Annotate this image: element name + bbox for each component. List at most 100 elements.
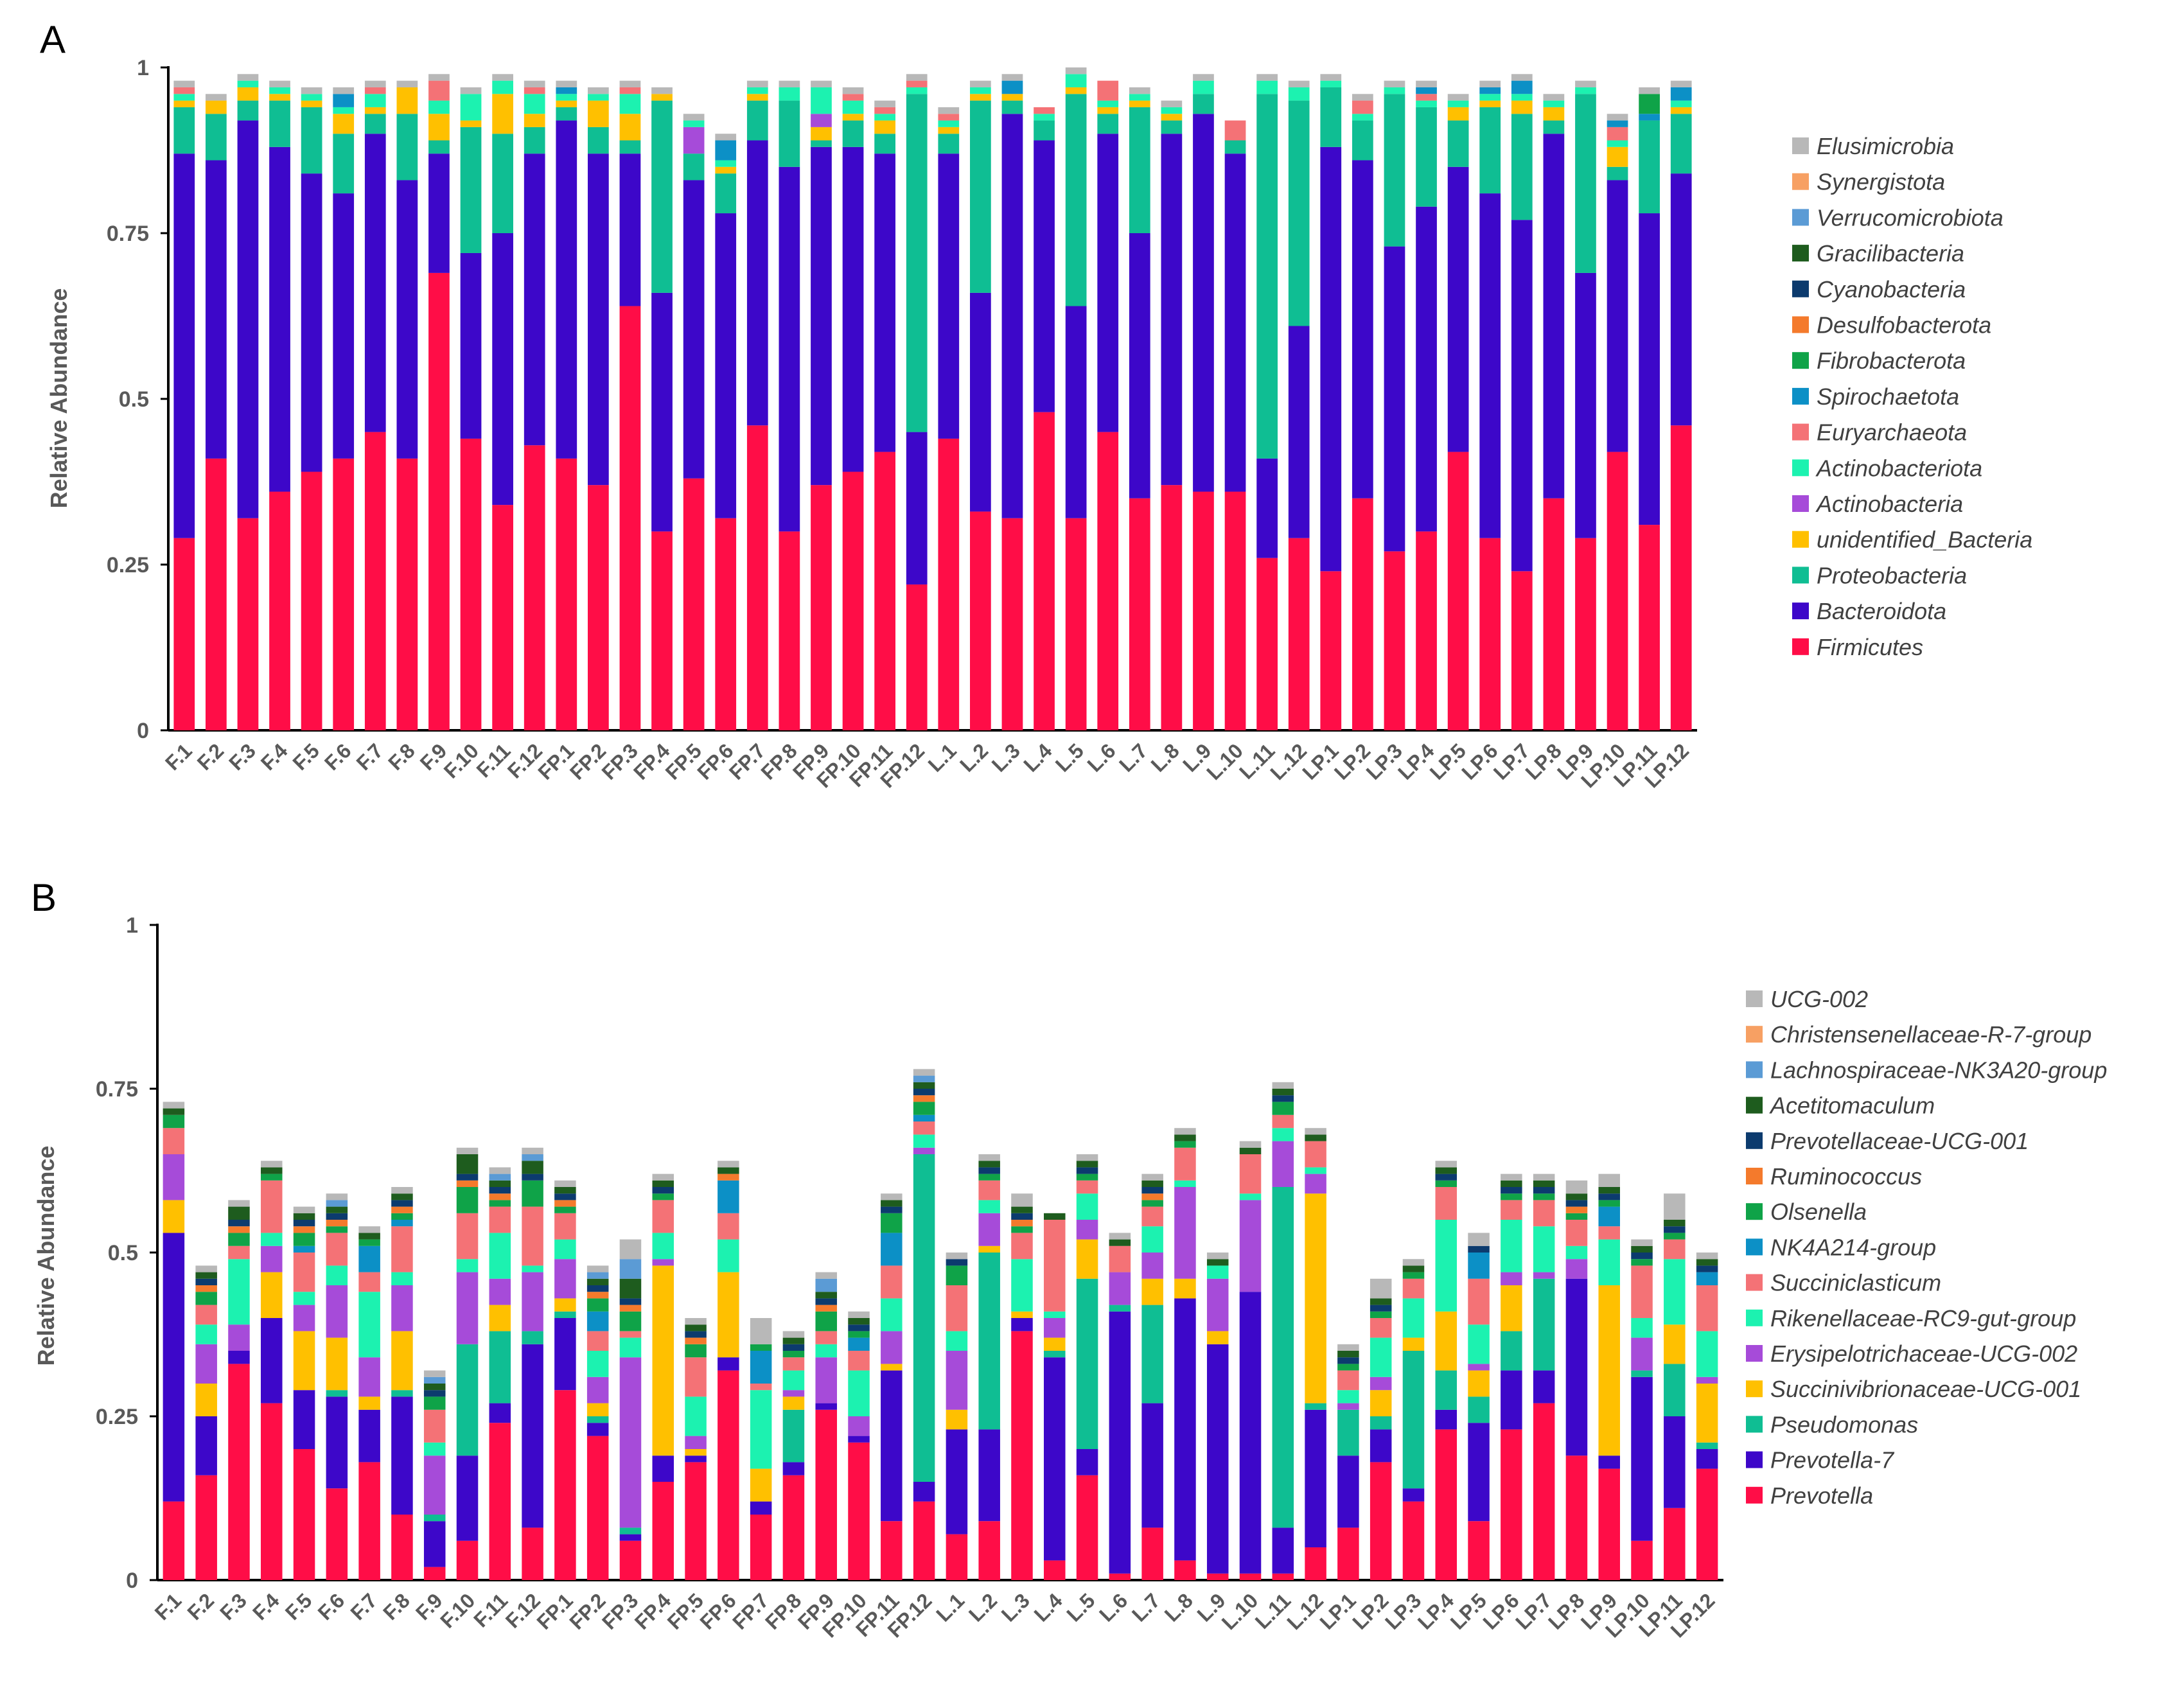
- chart-a-bar-segment: [1543, 120, 1565, 134]
- chart-b-bar-segment: [326, 1390, 348, 1397]
- chart-a-bar-segment: [396, 180, 418, 459]
- chart-b-bar-segment: [1565, 1245, 1588, 1260]
- chart-b-bar-segment: [1174, 1187, 1196, 1279]
- chart-b-bar-segment: [1011, 1259, 1033, 1312]
- chart-b-bar-segment: [228, 1226, 250, 1233]
- chart-b-bar-segment: [456, 1187, 479, 1213]
- chart-b-bar-segment: [554, 1206, 576, 1213]
- chart-b-bar-segment: [685, 1436, 707, 1449]
- chart-b-bar-segment: [1468, 1521, 1490, 1580]
- chart-b-bar-segment: [1565, 1220, 1588, 1246]
- chart-b-bar-segment: [1109, 1305, 1131, 1312]
- chart-a-bar-segment: [1384, 80, 1405, 87]
- chart-b-bar-segment: [423, 1409, 446, 1443]
- chart-a-xtick-label: L.5: [1051, 739, 1088, 776]
- chart-a-legend-label: Spirochaetota: [1817, 383, 1959, 410]
- chart-b-bar-segment: [163, 1102, 185, 1109]
- chart-a-bar-segment: [811, 114, 832, 127]
- chart-b-bar-segment: [750, 1318, 772, 1344]
- chart-a-bar-segment: [874, 134, 895, 154]
- chart-a-bar-segment: [715, 173, 737, 214]
- chart-b-legend-swatch: [1746, 1416, 1763, 1433]
- chart-a-bar-segment: [1384, 87, 1405, 94]
- chart-b-bar-segment: [391, 1331, 413, 1391]
- chart-b-bar-segment: [163, 1128, 185, 1154]
- chart-a-bar-segment: [683, 478, 705, 730]
- chart-b-legend-swatch: [1746, 1203, 1763, 1220]
- chart-b-legend-swatch: [1746, 1486, 1763, 1504]
- chart-a-bar-segment: [1575, 538, 1596, 730]
- chart-b-bar-segment: [456, 1344, 479, 1456]
- chart-b-bar-segment: [554, 1180, 576, 1187]
- chart-b-bar-segment: [1272, 1082, 1294, 1089]
- chart-b-bar-segment: [1174, 1278, 1196, 1299]
- chart-b-bar-segment: [1239, 1141, 1262, 1148]
- chart-b-bar-segment: [978, 1213, 1000, 1246]
- chart-b-bar-segment: [522, 1147, 543, 1154]
- chart-a-bar-segment: [269, 80, 290, 87]
- chart-b-bar-segment: [1076, 1220, 1098, 1240]
- chart-b-bar-segment: [423, 1515, 446, 1522]
- chart-b-bar-segment: [1109, 1233, 1131, 1240]
- chart-b-legend-label: Lachnospiraceae-NK3A20-group: [1770, 1057, 2107, 1083]
- chart-a-bar-segment: [588, 154, 609, 486]
- chart-a-bar-segment: [206, 94, 227, 101]
- chart-b-bar-segment: [522, 1265, 543, 1272]
- chart-a-bar-segment: [1161, 114, 1183, 121]
- chart-b-bar-segment: [1337, 1357, 1359, 1364]
- chart-b-bar-segment: [913, 1114, 935, 1121]
- chart-b-bar-segment: [1533, 1403, 1555, 1580]
- chart-a-bar-segment: [1161, 120, 1183, 134]
- chart-b-bar-segment: [1044, 1351, 1066, 1358]
- chart-b-bar-segment: [1206, 1573, 1229, 1580]
- chart-b-bar-segment: [978, 1200, 1000, 1213]
- chart-b-bar-segment: [293, 1233, 315, 1246]
- chart-b-bar-segment: [228, 1200, 250, 1207]
- chart-b-bar-segment: [522, 1527, 543, 1580]
- chart-b-bar-segment: [163, 1501, 185, 1580]
- chart-b-bar-segment: [586, 1292, 609, 1299]
- chart-a-bar-segment: [301, 471, 322, 730]
- chart-b-bar-segment: [750, 1468, 772, 1502]
- chart-a-bar-segment: [1670, 425, 1692, 730]
- chart-a-bar-segment: [460, 94, 482, 121]
- chart-a-bar-segment: [206, 160, 227, 459]
- chart-b-bar-segment: [261, 1245, 283, 1272]
- chart-b-bar-segment: [1011, 1193, 1033, 1207]
- chart-b-bar-segment: [163, 1114, 185, 1129]
- chart-b-bar-segment: [261, 1403, 283, 1580]
- chart-b-bar-segment: [1435, 1429, 1457, 1580]
- chart-b-bar-segment: [652, 1174, 674, 1181]
- chart-b-bar-segment: [195, 1384, 217, 1416]
- chart-b-bar-segment: [1141, 1193, 1163, 1200]
- chart-a-bar-segment: [1447, 120, 1469, 167]
- chart-b-xtick-label: F.2: [182, 1588, 218, 1624]
- chart-b-bar-segment: [195, 1305, 217, 1325]
- chart-a-bar-segment: [1256, 94, 1278, 459]
- chart-a-bar-segment: [874, 114, 895, 121]
- chart-a-bar-segment: [1129, 100, 1150, 107]
- chart-b-bar-segment: [782, 1396, 805, 1410]
- chart-a-legend-label: Bacteroidota: [1817, 598, 1946, 624]
- chart-b-bar-segment: [718, 1239, 739, 1272]
- chart-b-bar-segment: [782, 1370, 805, 1391]
- chart-a-bar-segment: [1511, 114, 1533, 220]
- chart-b-bar-segment: [782, 1475, 805, 1580]
- chart-b-bar-segment: [815, 1311, 837, 1332]
- chart-b-legend-label: Ruminococcus: [1770, 1163, 1922, 1190]
- chart-b-bar-segment: [1076, 1449, 1098, 1475]
- chart-b-bar-segment: [1369, 1462, 1392, 1580]
- chart-b-bar-segment: [489, 1187, 511, 1194]
- chart-b-xtick-label: F.7: [346, 1588, 382, 1624]
- chart-a-bar-segment: [619, 306, 641, 730]
- chart-b-bar-segment: [391, 1515, 413, 1580]
- chart-a-bar-segment: [811, 140, 832, 147]
- chart-a-legend-swatch: [1792, 602, 1809, 620]
- chart-a-xtick-label: F.8: [383, 739, 419, 775]
- chart-b-bar-segment: [978, 1521, 1000, 1580]
- chart-b-bar-segment: [1435, 1180, 1457, 1187]
- chart-b-bar-segment: [228, 1324, 250, 1351]
- chart-a-ytick-label: 0.5: [119, 387, 149, 412]
- chart-b-bar-segment: [391, 1206, 413, 1213]
